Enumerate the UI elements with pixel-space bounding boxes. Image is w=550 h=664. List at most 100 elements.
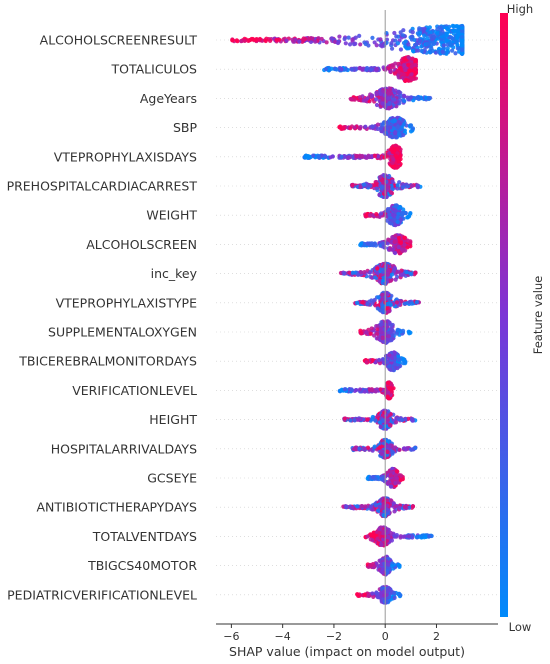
shap-point	[341, 125, 346, 130]
shap-point	[352, 125, 357, 130]
shap-point	[346, 35, 351, 40]
shap-point	[395, 146, 400, 151]
shap-point	[403, 39, 408, 44]
shap-point	[370, 93, 375, 98]
shap-point	[387, 133, 392, 139]
shap-point	[369, 388, 375, 393]
shap-point	[377, 504, 382, 509]
shap-point	[372, 153, 378, 158]
shap-point	[323, 66, 329, 72]
shap-point	[406, 62, 411, 68]
shap-point	[373, 503, 379, 508]
shap-point	[401, 132, 406, 138]
shap-point	[374, 211, 379, 217]
shap-point	[417, 30, 423, 36]
shap-point	[409, 301, 414, 306]
shap-point	[414, 48, 419, 53]
shap-point	[379, 184, 384, 190]
shap-point	[375, 327, 380, 332]
shap-point	[388, 367, 393, 372]
shap-point	[386, 209, 391, 214]
shap-point	[389, 338, 394, 343]
shap-point	[339, 154, 344, 159]
shap-point	[375, 122, 381, 127]
shap-point	[358, 42, 363, 47]
shap-point	[348, 96, 353, 102]
shap-point	[373, 181, 378, 186]
shap-point	[370, 35, 375, 40]
shap-point	[323, 154, 328, 159]
feature-points	[337, 115, 416, 140]
shap-point	[402, 98, 407, 104]
shap-point	[390, 160, 395, 166]
shap-point	[419, 48, 424, 54]
shap-point	[400, 272, 405, 277]
shap-point	[396, 244, 401, 250]
shap-point	[319, 36, 324, 42]
shap-point	[382, 410, 387, 415]
shap-point	[370, 475, 375, 480]
shap-point	[387, 353, 392, 358]
shap-point	[395, 219, 400, 224]
shap-point	[391, 207, 396, 212]
shap-point	[378, 91, 383, 97]
shap-point	[344, 504, 349, 509]
shap-point	[274, 37, 279, 43]
feature-points	[349, 173, 423, 200]
shap-point	[409, 75, 414, 80]
shap-point	[368, 270, 373, 275]
shap-point	[426, 96, 431, 101]
shap-point	[455, 42, 460, 48]
shap-point	[398, 30, 403, 35]
shap-point	[396, 159, 402, 164]
shap-point	[380, 292, 385, 297]
shap-point	[400, 33, 406, 38]
shap-point	[378, 387, 383, 392]
shap-point	[402, 446, 407, 451]
shap-point	[401, 207, 406, 212]
shap-point	[376, 508, 381, 513]
shap-point	[428, 33, 433, 38]
shap-point	[460, 29, 465, 34]
feature-points	[365, 466, 405, 489]
shap-point	[410, 504, 416, 509]
shap-point	[364, 360, 369, 365]
shap-point	[360, 504, 365, 509]
shap-point	[361, 98, 366, 103]
shap-point	[385, 449, 390, 455]
shap-point	[425, 36, 430, 41]
shap-point	[403, 44, 408, 49]
shap-point	[355, 272, 361, 277]
shap-point	[396, 131, 401, 136]
shap-point	[367, 154, 372, 160]
shap-point	[375, 266, 380, 271]
shap-point	[339, 67, 344, 72]
shap-point	[393, 135, 399, 140]
shap-point	[382, 173, 387, 179]
shap-point	[444, 33, 449, 38]
shap-point	[395, 415, 400, 420]
shap-point	[385, 96, 391, 101]
shap-point	[365, 241, 370, 246]
shap-point	[350, 270, 355, 275]
shap-point	[363, 41, 368, 47]
feature-rows	[216, 39, 498, 596]
shap-point	[382, 155, 387, 160]
shap-point	[381, 97, 386, 102]
shap-point	[388, 87, 393, 92]
shap-point	[445, 42, 450, 48]
shap-point	[460, 34, 465, 40]
shap-point	[249, 36, 254, 42]
shap-point	[392, 97, 397, 102]
shap-point	[363, 124, 368, 129]
shap-point	[369, 298, 374, 303]
shap-point	[353, 41, 358, 46]
shap-point	[394, 331, 400, 336]
shap-point	[374, 67, 379, 72]
shap-point	[410, 418, 415, 423]
shap-point	[414, 300, 419, 305]
shap-point	[413, 445, 418, 450]
shap-point	[387, 100, 392, 106]
shap-point	[351, 154, 356, 159]
shap-point	[374, 97, 379, 102]
